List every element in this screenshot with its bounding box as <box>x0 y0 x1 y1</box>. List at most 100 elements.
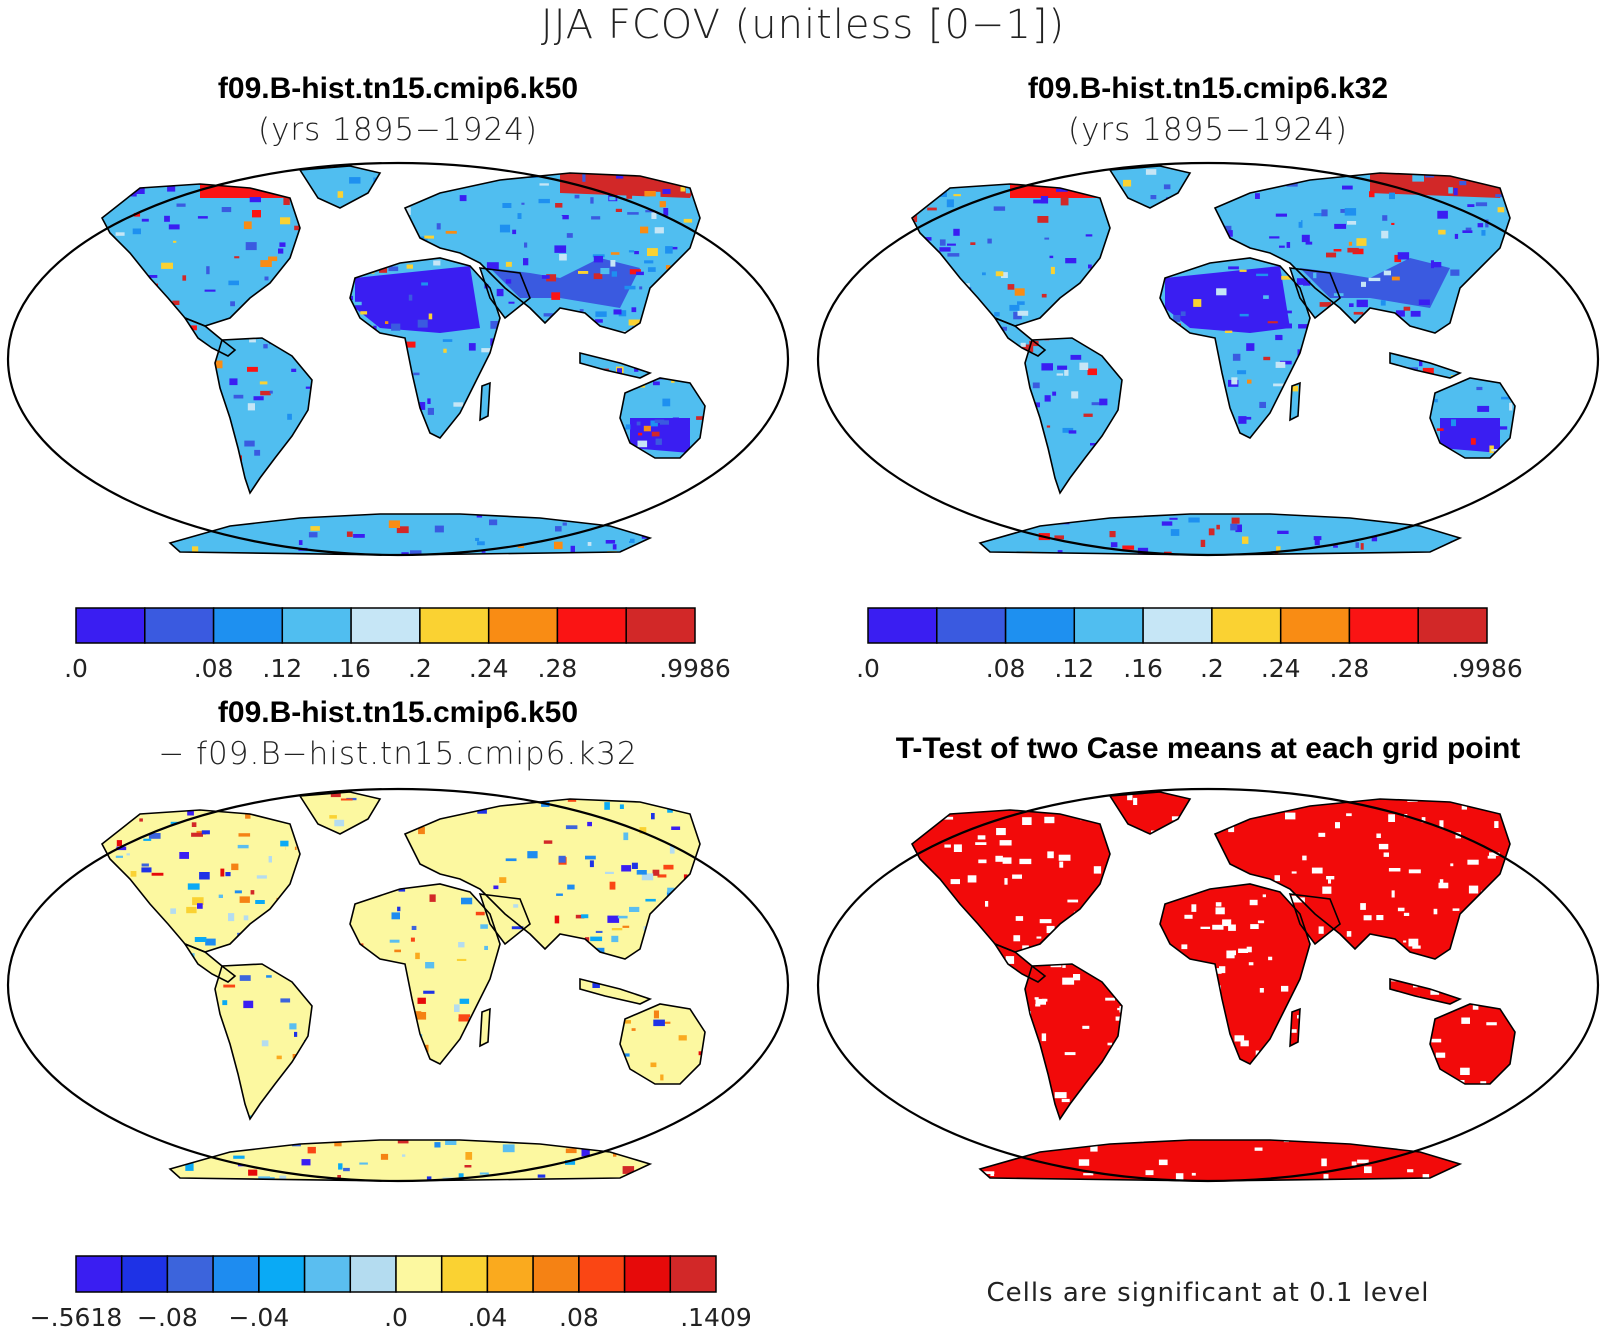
grid-cell <box>552 503 559 512</box>
grid-cell <box>1583 556 1587 560</box>
grid-cell <box>13 351 17 358</box>
grid-cell <box>1396 371 1407 378</box>
grid-cell <box>898 162 904 166</box>
grid-cell <box>1059 861 1064 868</box>
grid-cell <box>534 988 540 997</box>
colorbar-tick-label: .12 <box>1054 654 1094 683</box>
grid-cell <box>937 409 943 416</box>
grid-cell <box>1487 855 1496 859</box>
colorbar-box <box>281 607 352 644</box>
grid-cell <box>1326 252 1337 258</box>
grid-cell <box>775 351 784 355</box>
grid-cell <box>916 1044 920 1050</box>
grid-cell <box>563 1104 572 1111</box>
grid-cell <box>548 496 556 503</box>
coastline-australia <box>1429 377 1516 459</box>
grid-cell <box>18 821 21 825</box>
grid-cell <box>851 384 858 391</box>
grid-cell <box>357 236 366 245</box>
grid-cell <box>825 248 829 255</box>
grid-cell <box>1595 1086 1603 1091</box>
grid-cell <box>151 1027 164 1034</box>
grid-cell <box>356 556 359 560</box>
grid-cell <box>130 1114 134 1121</box>
grid-cell <box>662 955 673 960</box>
grid-cell <box>1281 329 1290 336</box>
grid-cell <box>603 482 613 490</box>
grid-cell <box>477 809 487 814</box>
grid-cell <box>294 225 302 231</box>
grid-cell <box>654 306 665 312</box>
grid-cell <box>1057 550 1063 554</box>
grid-cell <box>1352 448 1360 456</box>
grid-cell <box>1146 440 1158 443</box>
grid-cell <box>735 400 742 408</box>
grid-cell <box>1485 219 1489 228</box>
grid-cell <box>1383 852 1389 857</box>
grid-cell <box>291 368 297 372</box>
grid-cell <box>860 1011 864 1014</box>
grid-cell <box>69 166 79 171</box>
coastline-indonesia <box>1389 351 1463 379</box>
grid-cell <box>308 532 318 538</box>
grid-cell <box>300 1088 306 1094</box>
grid-cell <box>889 330 898 335</box>
grid-cell <box>508 301 515 304</box>
grid-cell <box>817 417 821 423</box>
grid-cell <box>495 452 503 459</box>
grid-cell <box>1050 266 1055 275</box>
grid-cell <box>715 966 722 969</box>
grid-cell <box>223 1146 231 1150</box>
grid-cell <box>1017 310 1029 316</box>
grid-cell <box>1231 177 1242 183</box>
grid-cell <box>886 394 891 398</box>
grid-cell <box>1209 1094 1221 1100</box>
grid-cell <box>215 1104 222 1109</box>
grid-cell <box>1074 1180 1084 1181</box>
grid-cell <box>1028 444 1035 453</box>
grid-cell <box>4 282 9 286</box>
grid-cell <box>879 1116 889 1122</box>
grid-cell <box>114 474 125 483</box>
grid-cell <box>1579 207 1589 213</box>
grid-cell <box>523 336 530 344</box>
coastline-madagascar <box>479 381 491 422</box>
grid-cell <box>1549 388 1554 391</box>
grid-cell <box>1580 357 1585 364</box>
grid-cell <box>1036 936 1042 939</box>
grid-cell <box>654 227 664 234</box>
grid-cell <box>1012 874 1022 879</box>
colorbar-tick-label: .24 <box>1261 654 1301 683</box>
grid-cell <box>272 951 279 954</box>
grid-cell <box>849 161 859 169</box>
grid-cell <box>706 857 711 862</box>
grid-cell <box>404 461 413 466</box>
grid-cell <box>927 269 939 272</box>
grid-cell <box>697 244 704 252</box>
colorbar-tick-label: .12 <box>262 654 302 683</box>
grid-cell <box>1219 966 1226 974</box>
grid-cell <box>840 928 850 936</box>
grid-cell <box>217 827 230 832</box>
grid-cell <box>1491 449 1500 452</box>
grid-cell <box>1348 241 1353 246</box>
grid-cell <box>1224 461 1232 468</box>
grid-cell <box>405 341 416 348</box>
grid-cell <box>1346 813 1352 817</box>
grid-cell <box>709 308 715 310</box>
grid-cell <box>207 487 211 491</box>
grid-cell <box>593 273 603 280</box>
grid-cell <box>682 812 689 816</box>
grid-cell <box>26 1097 30 1102</box>
grid-cell <box>421 282 428 286</box>
grid-cell <box>1264 506 1276 511</box>
grid-cell <box>933 446 943 452</box>
grid-cell <box>298 1129 306 1133</box>
grid-cell <box>1486 1022 1497 1026</box>
grid-cell <box>1466 429 1476 438</box>
grid-cell <box>667 807 673 813</box>
coastline-south-america <box>214 963 313 1121</box>
coastline-australia <box>1429 1003 1516 1085</box>
grid-cell <box>1401 1119 1413 1125</box>
grid-cell <box>993 1056 1003 1062</box>
